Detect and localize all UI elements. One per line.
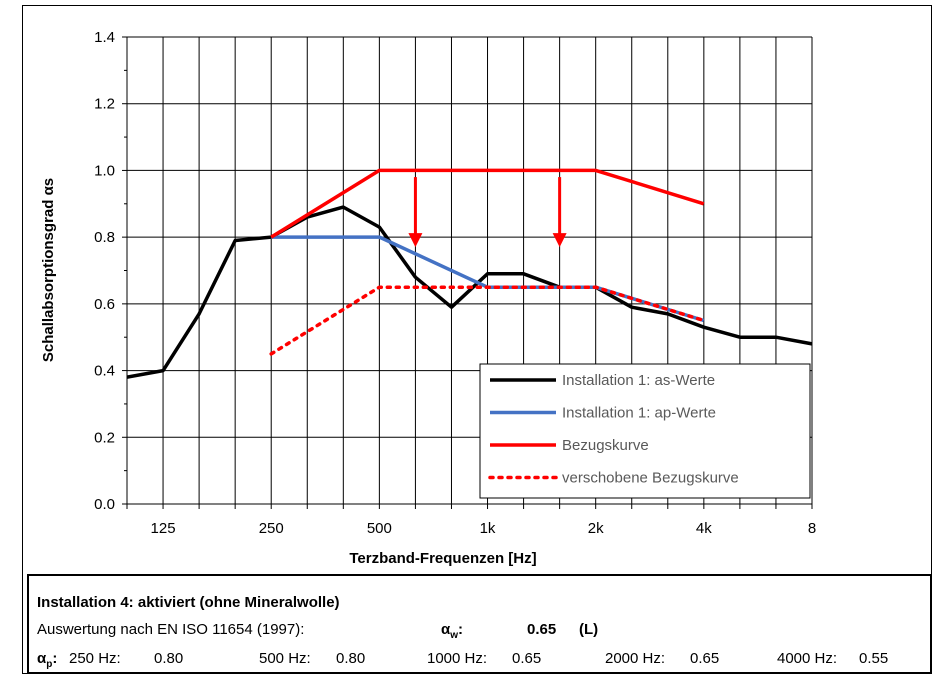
series-line-3 [270, 168, 705, 239]
legend-label: Bezugskurve [562, 437, 649, 454]
arrows [408, 177, 567, 248]
x-tick-label: 8 [808, 520, 816, 537]
evaluation-label: Auswertung nach EN ISO 11654 (1997): [37, 621, 305, 638]
y-tick-label: 0.2 [94, 429, 115, 446]
series-line-1 [126, 205, 813, 379]
alpha-w-label: αw: [441, 621, 464, 641]
series [126, 168, 813, 379]
alpha-w-class: (L) [579, 621, 599, 638]
ap-2000-value: 0.65 [690, 650, 720, 667]
y-tick-label: 1.2 [94, 96, 115, 113]
x-tick-label: 2k [588, 520, 604, 537]
legend-label: verschobene Bezugskurve [562, 470, 739, 487]
y-tick-label: 0.6 [94, 296, 115, 313]
chart: 0.0 0.2 0.4 0.6 0.8 1.0 1.2 1.4 125 250 500 1k 2k 4k 8… [40, 29, 816, 567]
x-tick-label: 250 [259, 520, 284, 537]
ap-4000-label: 4000 Hz: [777, 650, 838, 667]
info-box: Installation 4: aktiviert (ohne Mineralw… [27, 574, 932, 674]
grid [127, 36, 813, 504]
ap-500-value: 0.80 [336, 650, 366, 667]
legend-label: Installation 1: as-Werte [562, 372, 715, 389]
evaluation-line: Auswertung nach EN ISO 11654 (1997): αw:… [37, 621, 927, 641]
series-line-4 [269, 285, 706, 356]
alpha-p-line: αp: 250 Hz: 0.80 500 Hz: 0.80 1000 Hz: 0… [37, 650, 927, 670]
x-tick-label: 4k [696, 520, 712, 537]
ap-4000-value: 0.55 [859, 650, 889, 667]
y-tick-label: 1.4 [94, 29, 115, 46]
y-tick-label: 0.0 [94, 496, 115, 513]
ap-250-value: 0.80 [154, 650, 184, 667]
alpha-p-label: αp: [37, 650, 58, 670]
y-tick-label: 1.0 [94, 162, 115, 179]
y-tick-label: 0.8 [94, 229, 115, 246]
x-tick-label: 1k [480, 520, 496, 537]
alpha-w-value: 0.65 [527, 621, 557, 638]
legend-label: Installation 1: ap-Werte [562, 405, 716, 422]
ap-500-label: 500 Hz: [259, 650, 311, 667]
ap-2000-label: 2000 Hz: [605, 650, 666, 667]
axes: 0.0 0.2 0.4 0.6 0.8 1.0 1.2 1.4 125 250 500 1k 2k 4k 8 [94, 29, 816, 537]
ap-1000-value: 0.65 [512, 650, 542, 667]
arrow-head [552, 233, 567, 248]
info-title: Installation 4: aktiviert (ohne Mineralw… [37, 594, 340, 611]
y-axis-title: Schallabsorptionsgrad αs [40, 178, 57, 362]
ap-1000-label: 1000 Hz: [427, 650, 488, 667]
x-tick-label: 500 [367, 520, 392, 537]
x-axis-title: Terzband-Frequenzen [Hz] [349, 550, 536, 567]
arrow-head [408, 233, 423, 248]
legend-box [479, 363, 811, 499]
y-tick-label: 0.4 [94, 363, 115, 380]
legend: Installation 1: as-Werte Installation 1: … [479, 363, 811, 499]
ap-250-label: 250 Hz: [69, 650, 121, 667]
x-tick-label: 125 [151, 520, 176, 537]
